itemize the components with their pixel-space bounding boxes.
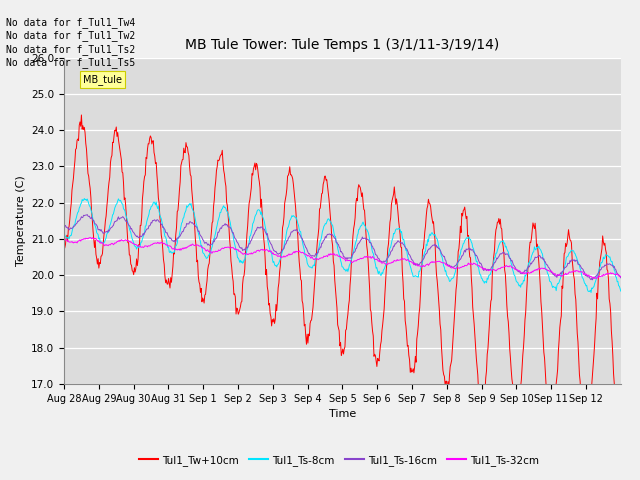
Text: No data for f_Tul1_Ts2: No data for f_Tul1_Ts2: [6, 44, 136, 55]
Title: MB Tule Tower: Tule Temps 1 (3/1/11-3/19/14): MB Tule Tower: Tule Temps 1 (3/1/11-3/19…: [185, 38, 500, 52]
Text: No data for f_Tul1_Ts5: No data for f_Tul1_Ts5: [6, 57, 136, 68]
Text: MB_tule: MB_tule: [83, 74, 122, 85]
Text: No data for f_Tul1_Tw2: No data for f_Tul1_Tw2: [6, 30, 136, 41]
X-axis label: Time: Time: [329, 409, 356, 419]
Text: No data for f_Tul1_Tw4: No data for f_Tul1_Tw4: [6, 17, 136, 28]
Legend: Tul1_Tw+10cm, Tul1_Ts-8cm, Tul1_Ts-16cm, Tul1_Ts-32cm: Tul1_Tw+10cm, Tul1_Ts-8cm, Tul1_Ts-16cm,…: [135, 451, 543, 470]
Y-axis label: Temperature (C): Temperature (C): [15, 175, 26, 266]
